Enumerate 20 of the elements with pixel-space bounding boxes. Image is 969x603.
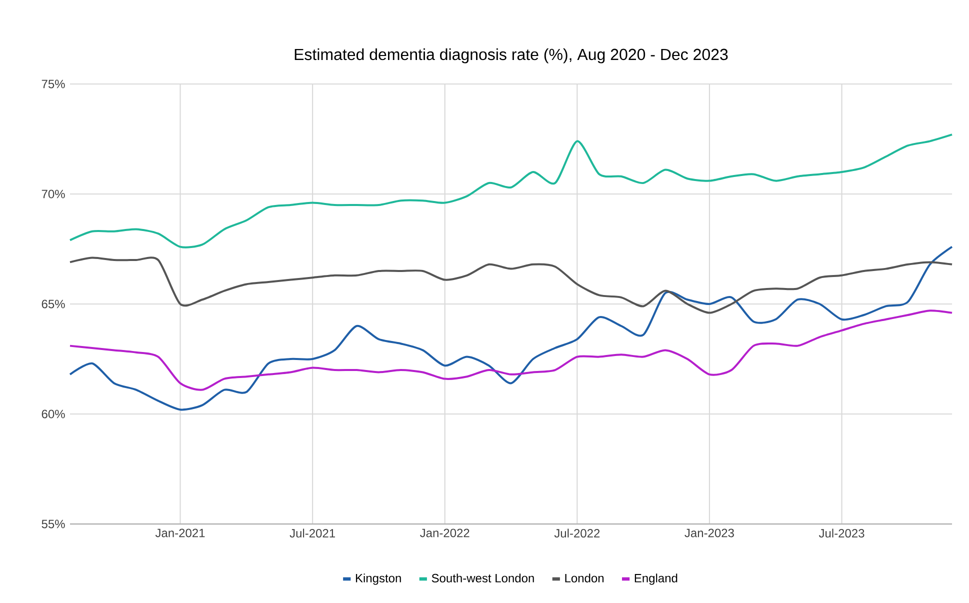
line-series [69,256,954,314]
y-tick-label: 55% [42,520,65,528]
x-tick-label: Jan-2022 [420,528,470,538]
x-tick-label: Jul-2022 [554,528,600,538]
y-tick-label: 75% [42,80,65,88]
line-series [69,246,954,411]
y-tick-label: 70% [42,190,65,198]
legend-label: England [634,574,678,585]
line-series [69,134,954,248]
legend-label: South-west London [432,574,534,582]
x-tick-label: Jan-2023 [684,528,734,538]
chart-title: Estimated dementia diagnosis rate (%), Aug 2020 - Dec 2023 [294,48,728,64]
x-tick-label: Jul-2023 [818,528,864,538]
legend-label: Kingston [356,574,401,585]
line-series [69,310,954,391]
y-tick-label: 60% [42,410,65,418]
x-tick-label: Jan-2021 [155,528,205,538]
x-tick-label: Jul-2021 [290,528,335,538]
legend-label: London [565,574,604,582]
y-tick-label: 65% [42,300,65,308]
